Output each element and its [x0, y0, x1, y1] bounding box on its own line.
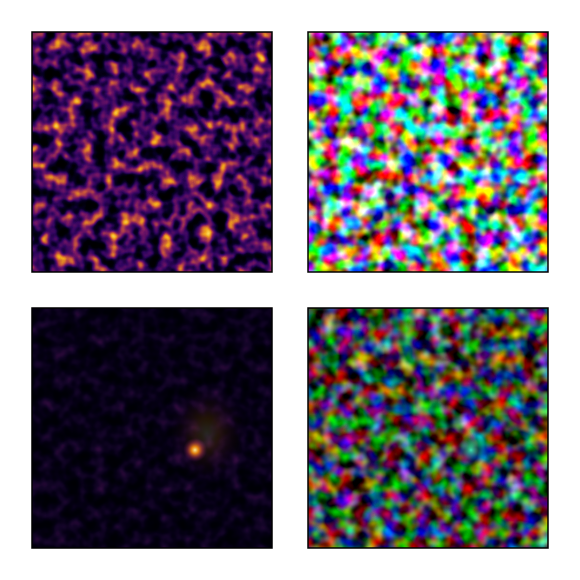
panel-image [308, 32, 548, 272]
panel-image [308, 308, 548, 548]
panel-frame [31, 307, 273, 549]
bright-spot [455, 434, 487, 466]
panel-frame [307, 307, 549, 549]
faint-region [167, 383, 247, 483]
panel-frame [31, 31, 273, 273]
panel-image [32, 32, 272, 272]
panel-frame [307, 31, 549, 273]
